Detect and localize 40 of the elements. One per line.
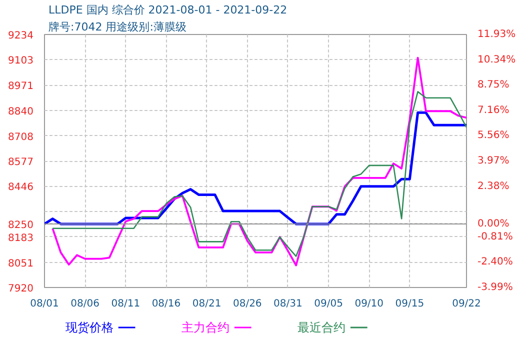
y-tick-label: 9234 (8, 30, 34, 42)
x-tick-label: 08/01 (30, 298, 59, 310)
y2-tick-label: 2.38% (478, 180, 510, 192)
chart-title: LLDPE 国内 综合价 2021-08-01 - 2021-09-22 (48, 4, 288, 16)
y2-tick-label: 5.56% (478, 130, 510, 142)
x-tick-label: 08/06 (70, 298, 100, 310)
y-tick-label: 8840 (8, 106, 34, 118)
chart-subtitle: 牌号:7042 用途级别:薄膜级 (48, 20, 186, 34)
y-tick-label: 8250 (8, 220, 34, 231)
y2-tick-label: 8.75% (478, 80, 510, 91)
y-tick-label: 8971 (8, 81, 34, 92)
y2-tick-label: -2.40% (478, 256, 513, 268)
y-tick-label: 8183 (8, 232, 34, 244)
legend-label: 主力合约 (182, 320, 230, 334)
y2-tick-label: 10.34% (478, 54, 516, 66)
line-series (52, 56, 466, 266)
x-tick-label: 08/31 (274, 298, 302, 310)
y-tick-label: 8051 (8, 258, 34, 270)
y-tick-label: 8446 (8, 182, 34, 194)
legend-label: 最近合约 (298, 320, 346, 334)
y-tick-label: 9103 (8, 56, 34, 67)
y2-tick-label: 7.16% (478, 104, 510, 116)
x-tick-label: 09/05 (314, 298, 343, 310)
x-tick-label: 08/21 (192, 298, 222, 310)
y2-tick-label: 11.93% (478, 29, 516, 40)
x-tick-label: 09/10 (354, 298, 384, 310)
x-tick-label: 09/15 (395, 298, 424, 310)
y-tick-label: 8708 (8, 132, 34, 143)
x-tick-label: 08/11 (111, 298, 140, 310)
x-tick-label: 08/16 (152, 298, 181, 310)
y2-tick-label: 3.97% (478, 156, 510, 166)
y2-tick-label: 0.00% (478, 218, 510, 230)
y2-tick-label: -3.99% (478, 282, 513, 293)
y-tick-label: 7920 (8, 284, 34, 294)
x-tick-label: 09/22 (452, 298, 481, 310)
line-series (52, 91, 466, 257)
legend-label: 现货价格 (66, 320, 114, 334)
y2-tick-label: -0.81% (478, 231, 513, 242)
y-tick-label: 8577 (8, 157, 34, 168)
x-tick-label: 08/26 (232, 298, 262, 310)
